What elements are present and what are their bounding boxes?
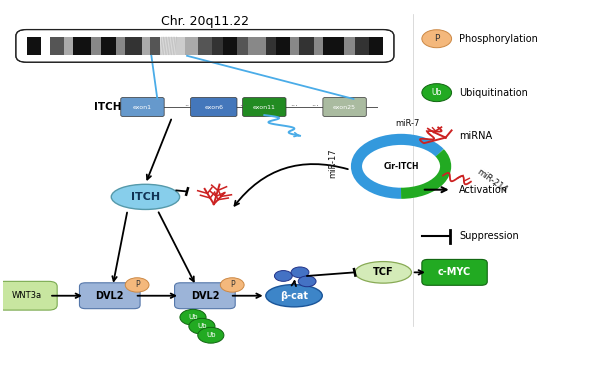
Bar bbox=[101, 37, 116, 55]
Bar bbox=[73, 37, 91, 55]
Bar bbox=[149, 37, 160, 55]
Text: DVL2: DVL2 bbox=[95, 291, 124, 301]
Bar bbox=[41, 37, 50, 55]
Circle shape bbox=[180, 310, 206, 325]
Text: ···: ··· bbox=[184, 103, 192, 112]
Circle shape bbox=[422, 84, 452, 101]
Text: exon11: exon11 bbox=[253, 104, 276, 109]
Circle shape bbox=[198, 327, 224, 343]
Bar bbox=[290, 37, 299, 55]
Text: P: P bbox=[230, 280, 235, 289]
Text: miRNA: miRNA bbox=[460, 131, 493, 141]
Text: TCF: TCF bbox=[373, 267, 394, 277]
Ellipse shape bbox=[111, 184, 179, 210]
Bar bbox=[369, 37, 383, 55]
Text: Activation: Activation bbox=[460, 185, 508, 195]
Circle shape bbox=[422, 30, 452, 48]
Bar bbox=[26, 37, 41, 55]
FancyBboxPatch shape bbox=[191, 97, 237, 116]
Circle shape bbox=[291, 267, 309, 278]
Bar bbox=[237, 37, 248, 55]
Text: exon25: exon25 bbox=[333, 104, 356, 109]
Text: Ub: Ub bbox=[206, 332, 215, 338]
Bar bbox=[176, 37, 185, 55]
Text: ···: ··· bbox=[290, 103, 298, 112]
Bar bbox=[314, 37, 323, 55]
Bar bbox=[299, 37, 314, 55]
Text: c-MYC: c-MYC bbox=[438, 267, 471, 277]
Text: miR-7: miR-7 bbox=[395, 119, 419, 128]
Bar bbox=[212, 37, 223, 55]
Bar bbox=[142, 37, 149, 55]
Circle shape bbox=[274, 270, 292, 281]
Circle shape bbox=[125, 278, 149, 292]
FancyBboxPatch shape bbox=[79, 283, 140, 309]
Text: exon1: exon1 bbox=[133, 104, 152, 109]
FancyBboxPatch shape bbox=[0, 281, 57, 310]
Bar bbox=[125, 37, 142, 55]
Ellipse shape bbox=[355, 262, 412, 283]
Bar bbox=[116, 37, 125, 55]
Text: Ub: Ub bbox=[197, 323, 206, 329]
Bar bbox=[50, 37, 64, 55]
Bar bbox=[64, 37, 73, 55]
Circle shape bbox=[298, 276, 316, 287]
Text: Ub: Ub bbox=[188, 314, 198, 320]
Bar bbox=[198, 37, 212, 55]
Bar bbox=[323, 37, 344, 55]
Text: ITCH: ITCH bbox=[131, 192, 160, 202]
Text: exon6: exon6 bbox=[205, 104, 223, 109]
Bar bbox=[355, 37, 369, 55]
Bar bbox=[91, 37, 101, 55]
Circle shape bbox=[220, 278, 244, 292]
FancyBboxPatch shape bbox=[175, 283, 235, 309]
Text: Ub: Ub bbox=[431, 88, 442, 97]
Bar bbox=[223, 37, 237, 55]
Text: P: P bbox=[434, 34, 439, 43]
Text: Ubiquitination: Ubiquitination bbox=[460, 88, 528, 98]
Text: WNT3a: WNT3a bbox=[11, 291, 41, 300]
Text: P: P bbox=[135, 280, 139, 289]
Text: Phosphorylation: Phosphorylation bbox=[460, 34, 538, 44]
Text: ···: ··· bbox=[311, 103, 319, 112]
Bar bbox=[266, 37, 276, 55]
Bar bbox=[344, 37, 355, 55]
Text: miR-17: miR-17 bbox=[328, 148, 337, 177]
Text: β-cat: β-cat bbox=[280, 291, 308, 301]
Text: miR-214: miR-214 bbox=[475, 167, 509, 194]
Text: Suppression: Suppression bbox=[460, 231, 519, 241]
Text: Cir-ITCH: Cir-ITCH bbox=[383, 162, 419, 171]
Circle shape bbox=[189, 318, 215, 334]
Text: DVL2: DVL2 bbox=[191, 291, 219, 301]
Bar bbox=[185, 37, 198, 55]
FancyBboxPatch shape bbox=[121, 97, 164, 116]
Bar bbox=[276, 37, 290, 55]
FancyBboxPatch shape bbox=[422, 260, 487, 285]
Bar bbox=[160, 37, 176, 55]
Bar bbox=[248, 37, 266, 55]
Text: ITCH: ITCH bbox=[94, 102, 122, 112]
FancyBboxPatch shape bbox=[16, 30, 394, 62]
Ellipse shape bbox=[266, 285, 322, 307]
Text: Chr. 20q11.22: Chr. 20q11.22 bbox=[161, 15, 249, 28]
FancyBboxPatch shape bbox=[242, 97, 286, 116]
FancyBboxPatch shape bbox=[323, 97, 366, 116]
Text: ···: ··· bbox=[239, 103, 247, 112]
